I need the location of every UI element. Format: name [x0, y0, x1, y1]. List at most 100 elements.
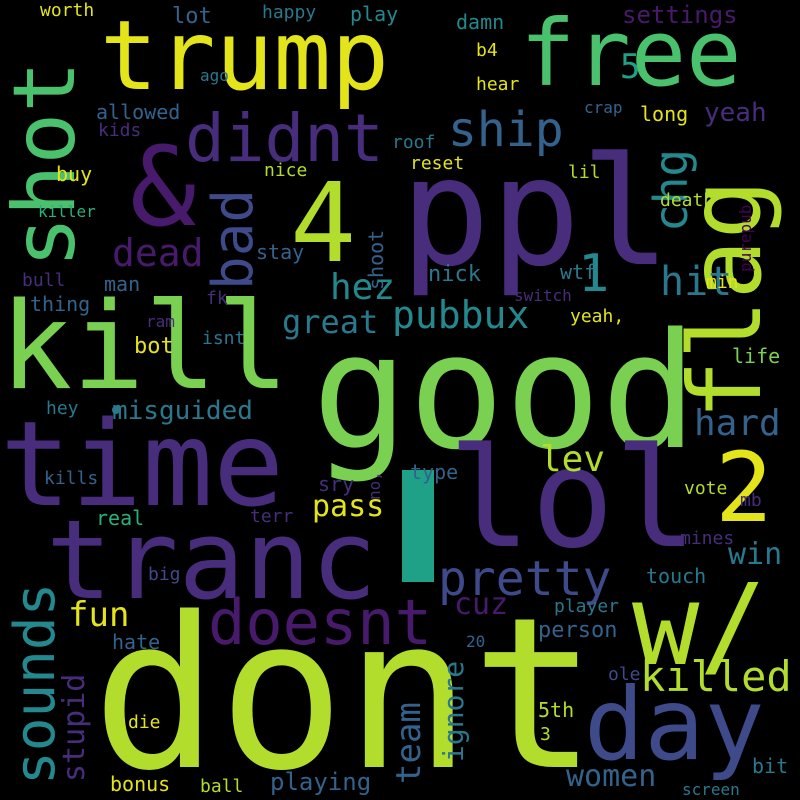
word-big: big	[148, 564, 181, 585]
word-trump: trump	[100, 0, 389, 112]
word-women: women	[566, 759, 657, 794]
word-death: death	[660, 190, 715, 211]
word-pretty: pretty	[438, 551, 612, 607]
word-pass: pass	[312, 489, 385, 524]
word-pubbux: pubbux	[392, 293, 530, 337]
word-man: man	[104, 272, 141, 296]
word-bit: bit	[752, 754, 789, 778]
word-kids: kids	[98, 120, 142, 141]
word-crap: crap	[584, 98, 623, 117]
word-happy: happy	[262, 2, 317, 23]
word-lol: lol	[448, 418, 698, 579]
word-stupid: stupid	[57, 673, 92, 782]
word-real: real	[96, 506, 145, 530]
word-worth: worth	[40, 0, 95, 21]
word-tranc: tranc	[46, 496, 378, 624]
word-stay: stay	[256, 240, 305, 264]
word-ampersand: &	[130, 123, 197, 251]
word-hard: hard	[694, 403, 781, 444]
word-killed: killed	[640, 652, 792, 701]
word-hate: hate	[112, 630, 161, 654]
word-good: good	[312, 298, 698, 485]
word-purepub: purepub	[736, 204, 755, 272]
word-bar	[402, 470, 434, 582]
word-5: 5	[620, 47, 641, 87]
word-ram: ram	[146, 312, 175, 331]
word-ship: ship	[448, 102, 564, 158]
word-bullet	[112, 406, 120, 414]
word-sry: sry	[318, 472, 355, 496]
word-terr: terr	[250, 506, 294, 527]
word-vote: vote	[684, 478, 728, 499]
word-ignore: ignore	[437, 660, 470, 762]
word-3: 3	[540, 724, 551, 745]
word-settings: settings	[622, 1, 738, 29]
word-min: min	[706, 272, 739, 293]
word-hear: hear	[476, 74, 520, 95]
word-nick: nick	[428, 262, 481, 287]
word-hit: hit	[660, 259, 733, 305]
word-day: day	[584, 666, 765, 783]
word-lev: lev	[540, 439, 606, 480]
word-ole: ole	[608, 664, 641, 685]
word-misguided: misguided	[112, 396, 253, 426]
word-free: free	[520, 0, 742, 107]
word-wtf: wtf	[560, 260, 597, 284]
word-hey: hey	[46, 398, 79, 419]
word-person: person	[538, 618, 618, 643]
word-life: life	[732, 344, 781, 368]
word-killer: killer	[38, 202, 96, 221]
word-w-slash: w/	[632, 561, 767, 691]
word-sounds: sounds	[3, 582, 68, 785]
word-die: die	[128, 712, 161, 733]
word-bonus: bonus	[110, 772, 171, 796]
word-5th: 5th	[538, 698, 575, 722]
word-screen: screen	[682, 780, 740, 799]
word-lot: lot	[172, 4, 212, 29]
word-buy: buy	[56, 162, 93, 186]
word-20: 20	[466, 632, 486, 651]
word-fun: fun	[68, 595, 130, 635]
word-type: type	[410, 460, 459, 484]
word-play: play	[350, 2, 399, 26]
word-player: player	[554, 596, 620, 617]
word-bot: bot	[134, 334, 174, 359]
word-switch: switch	[514, 286, 572, 305]
word-1: 1	[578, 244, 610, 304]
word-reset: reset	[410, 153, 465, 174]
word-mines: mines	[680, 528, 735, 549]
word-yeah-comma: yeah,	[570, 306, 625, 327]
word-lil: lil	[568, 162, 601, 183]
word-hez: hez	[330, 267, 396, 308]
word-b4: b4	[476, 40, 498, 61]
word-ago: ago	[200, 66, 229, 85]
word-didnt: didnt	[185, 100, 384, 177]
word-4: 4	[290, 159, 357, 287]
word-dont: dont	[92, 572, 598, 800]
word-long: long	[640, 102, 689, 126]
word-cuz: cuz	[454, 587, 509, 622]
word-bull: bull	[22, 270, 66, 291]
word-ppl: ppl	[400, 126, 671, 300]
word-fk: fk	[206, 288, 228, 309]
word-damn: damn	[456, 10, 505, 34]
word-yeah: yeah	[704, 98, 767, 128]
word-ball: ball	[200, 776, 244, 797]
word-mb: mb	[740, 490, 762, 511]
word-isnt: isnt	[202, 328, 246, 349]
word-playing: playing	[270, 768, 372, 796]
word-bad: bad	[201, 188, 266, 290]
word-win: win	[728, 537, 783, 572]
word-kills: kills	[44, 468, 99, 489]
word-dead: dead	[112, 231, 204, 275]
word-doesnt: doesnt	[208, 586, 432, 659]
word-roof: roof	[392, 132, 436, 153]
word-great: great	[282, 303, 379, 341]
word-2: 2	[715, 432, 773, 544]
word-allowed: allowed	[96, 100, 181, 124]
word-nice: nice	[264, 160, 308, 181]
word-time: time	[0, 395, 285, 533]
word-thing: thing	[30, 292, 91, 316]
word-touch: touch	[646, 564, 707, 588]
